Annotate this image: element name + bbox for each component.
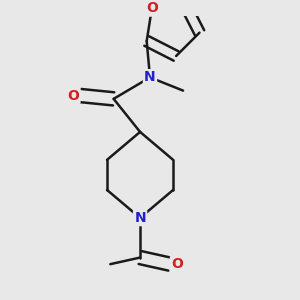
- Text: N: N: [144, 70, 156, 84]
- Text: O: O: [171, 257, 183, 271]
- Text: O: O: [146, 2, 158, 15]
- Text: N: N: [134, 211, 146, 225]
- Text: O: O: [68, 88, 79, 103]
